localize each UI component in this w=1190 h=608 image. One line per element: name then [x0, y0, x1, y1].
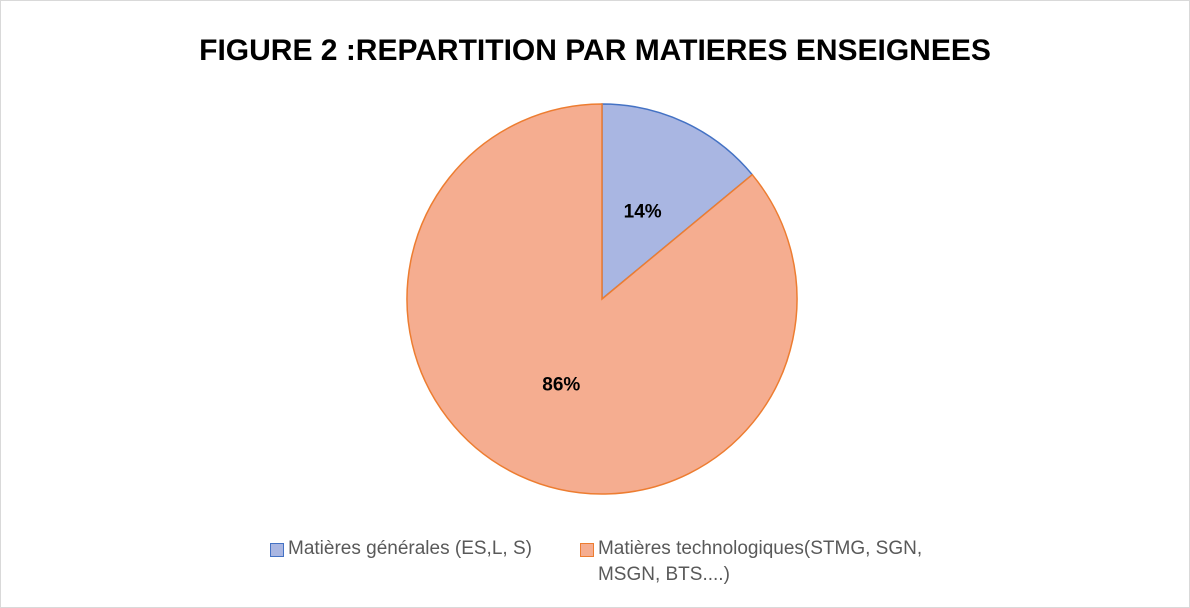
pie-slice [406, 103, 798, 495]
legend-swatch [579, 543, 594, 557]
legend-label: Matières générales (ES,L, S) [288, 538, 532, 559]
legend: Matières générales (ES,L, S) Matières tec… [270, 536, 938, 588]
data-label: 14% [624, 202, 662, 223]
chart-title: FIGURE 2 :REPARTITION PAR MATIERES ENSEI… [199, 34, 991, 67]
legend-item: Matières technologiques(STMG, SGN, MSGN,… [579, 536, 938, 588]
pie-slice [601, 103, 754, 301]
data-label: 86% [542, 374, 580, 395]
legend-item: Matières générales (ES,L, S) [270, 536, 532, 588]
legend-label: Matières technologiques(STMG, SGN, MSGN,… [597, 538, 923, 585]
legend-swatch [270, 543, 284, 557]
